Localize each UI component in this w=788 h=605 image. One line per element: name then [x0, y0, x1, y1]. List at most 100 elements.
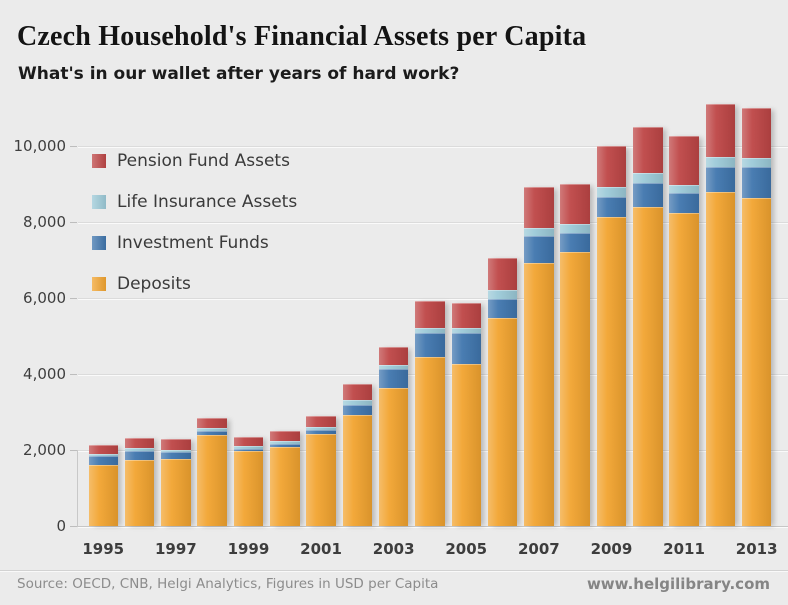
- bar-segment-pension-fund-assets: [378, 347, 409, 366]
- y-axis-label: 4,000: [23, 365, 66, 383]
- bar-segment-life-insurance-assets: [415, 328, 445, 333]
- bar-segment-deposits: [524, 263, 554, 526]
- bar-2009: [596, 145, 627, 526]
- bar-segment-life-insurance-assets: [342, 400, 373, 406]
- bar-2001: [306, 415, 336, 526]
- bar-segment-pension-fund-assets: [451, 303, 481, 329]
- bar-segment-pension-fund-assets: [487, 258, 518, 291]
- bar-segment-life-insurance-assets: [161, 449, 191, 453]
- bar-segment-pension-fund-assets: [633, 126, 663, 174]
- bar-1996: [124, 437, 155, 526]
- bar-segment-investment-funds: [197, 431, 227, 435]
- bar-segment-life-insurance-assets: [596, 187, 627, 197]
- bar-segment-deposits: [633, 206, 663, 526]
- x-axis-label-2005: 2005: [445, 540, 488, 558]
- bar-segment-deposits: [451, 364, 481, 526]
- bar-segment-deposits: [124, 459, 155, 526]
- bar-segment-deposits: [378, 387, 409, 526]
- bar-segment-life-insurance-assets: [451, 328, 481, 333]
- bar-segment-pension-fund-assets: [705, 103, 736, 158]
- bar-segment-pension-fund-assets: [306, 415, 336, 427]
- x-axis-label-1997: 1997: [154, 540, 197, 558]
- bar-2012: [705, 103, 736, 526]
- gridline-6000: [78, 298, 788, 299]
- bar-segment-deposits: [88, 464, 118, 526]
- bar-segment-pension-fund-assets: [270, 431, 300, 441]
- bar-segment-deposits: [161, 459, 191, 526]
- bar-segment-pension-fund-assets: [342, 383, 373, 401]
- x-axis-label-2001: 2001: [300, 540, 342, 558]
- y-axis-label: 0: [56, 517, 66, 535]
- bar-segment-life-insurance-assets: [88, 453, 118, 456]
- y-axis-tick: [70, 298, 77, 299]
- bar-segment-pension-fund-assets: [124, 437, 155, 449]
- y-axis-tick: [70, 374, 77, 375]
- bar-2007: [524, 187, 554, 526]
- bar-segment-investment-funds: [88, 455, 118, 465]
- bar-segment-investment-funds: [669, 193, 699, 214]
- bar-segment-life-insurance-assets: [487, 290, 518, 300]
- bar-segment-pension-fund-assets: [741, 107, 772, 158]
- bar-1998: [197, 418, 227, 526]
- legend-swatch-icon: [92, 153, 106, 168]
- bar-1999: [233, 436, 264, 526]
- bar-segment-deposits: [741, 198, 772, 526]
- website-url: www.helgilibrary.com: [586, 575, 770, 593]
- bar-2013: [741, 107, 772, 526]
- bar-segment-deposits: [487, 318, 518, 526]
- bar-segment-life-insurance-assets: [270, 440, 300, 444]
- bar-segment-deposits: [415, 356, 445, 526]
- bar-segment-pension-fund-assets: [524, 187, 554, 229]
- bar-2011: [669, 136, 699, 526]
- bar-segment-deposits: [705, 191, 736, 526]
- x-axis-label-1999: 1999: [227, 540, 270, 558]
- bar-1997: [161, 439, 191, 526]
- bar-segment-life-insurance-assets: [633, 173, 663, 183]
- x-axis-label-2003: 2003: [372, 540, 415, 558]
- x-axis-label-2013: 2013: [735, 540, 778, 558]
- page-subtitle: What's in our wallet after years of hard…: [18, 64, 460, 84]
- bar-2005: [451, 303, 481, 526]
- x-axis-label-2007: 2007: [517, 540, 560, 558]
- bar-segment-investment-funds: [342, 405, 373, 416]
- y-axis-tick: [70, 526, 77, 527]
- bar-segment-pension-fund-assets: [161, 439, 191, 450]
- bar-segment-deposits: [669, 213, 699, 526]
- bar-2003: [378, 347, 409, 526]
- bar-segment-investment-funds: [741, 167, 772, 199]
- legend-label: Deposits: [117, 273, 191, 294]
- legend-swatch-icon: [92, 194, 106, 209]
- bar-segment-investment-funds: [705, 166, 736, 192]
- y-axis-label: 6,000: [23, 289, 66, 307]
- bar-2006: [487, 258, 518, 526]
- bar-2010: [633, 126, 663, 526]
- y-axis-tick: [70, 450, 77, 451]
- bar-segment-investment-funds: [487, 299, 518, 319]
- gridline-0: [78, 526, 788, 527]
- legend-item-investment-funds: Investment Funds: [92, 232, 297, 253]
- gridline-8000: [78, 222, 788, 223]
- bar-2008: [560, 184, 590, 526]
- bar-segment-investment-funds: [161, 452, 191, 460]
- bar-segment-life-insurance-assets: [524, 228, 554, 237]
- bar-segment-investment-funds: [524, 236, 554, 264]
- bar-2004: [415, 300, 445, 526]
- bar-segment-investment-funds: [378, 369, 409, 388]
- y-axis-tick: [70, 222, 77, 223]
- x-axis-label-2009: 2009: [590, 540, 633, 558]
- bar-segment-investment-funds: [560, 233, 590, 252]
- bar-segment-life-insurance-assets: [306, 426, 336, 430]
- y-axis-label: 10,000: [13, 137, 67, 155]
- legend-label: Life Insurance Assets: [117, 191, 298, 212]
- bar-segment-deposits: [306, 434, 336, 526]
- bar-1995: [88, 444, 118, 526]
- y-axis-label: 2,000: [23, 441, 66, 459]
- y-axis-spine: [77, 450, 78, 527]
- x-axis-label-1995: 1995: [82, 540, 125, 558]
- bar-segment-life-insurance-assets: [705, 157, 736, 167]
- bar-segment-pension-fund-assets: [197, 418, 227, 428]
- bar-segment-pension-fund-assets: [415, 300, 445, 329]
- legend-label: Investment Funds: [117, 232, 269, 253]
- bar-segment-life-insurance-assets: [669, 184, 699, 194]
- bar-segment-pension-fund-assets: [88, 444, 118, 454]
